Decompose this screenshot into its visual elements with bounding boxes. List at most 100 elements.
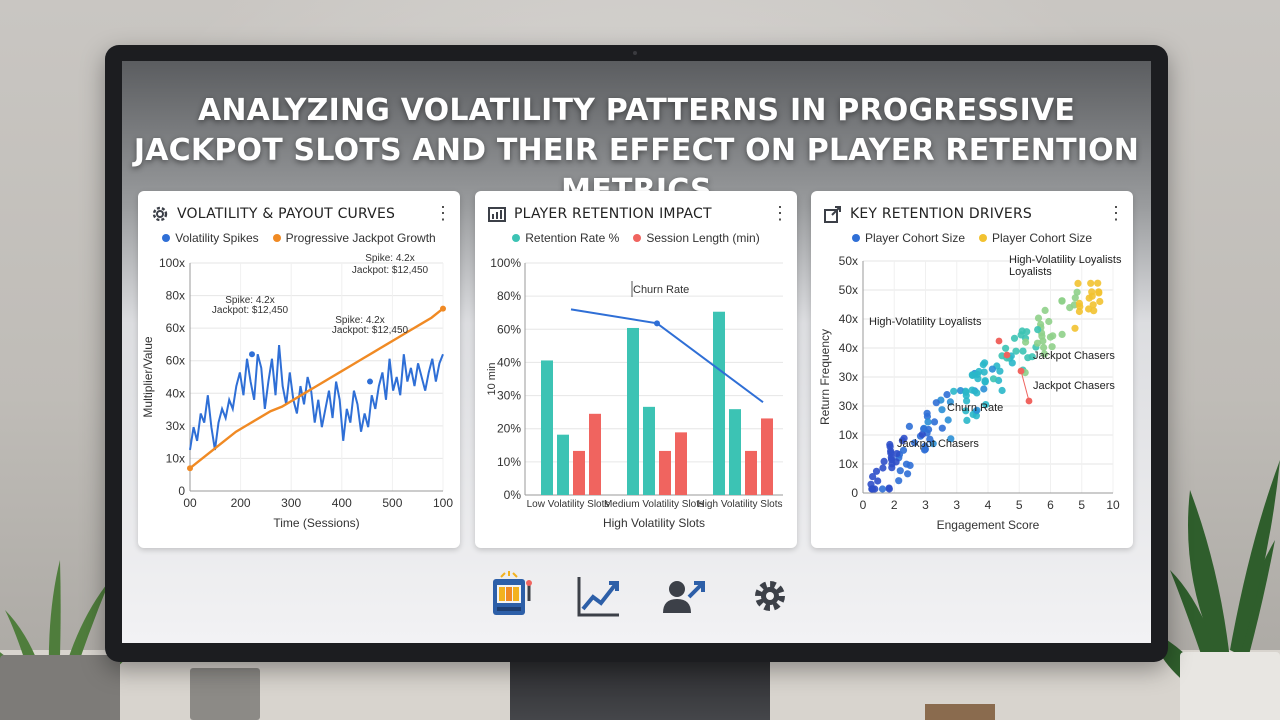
y-tick-label: 0%: [504, 488, 522, 502]
y-tick-label: 60x: [166, 321, 185, 335]
legend-dot: [272, 234, 281, 242]
scatter-point: [938, 406, 946, 414]
more-menu-icon[interactable]: ⋮: [771, 203, 789, 223]
x-tick-label: 2: [891, 498, 898, 512]
scatter-point: [1045, 317, 1053, 326]
y-tick-label: 0: [178, 484, 185, 498]
scatter-point: [888, 464, 896, 472]
annotation-label: Jackpot Chasers: [1033, 350, 1115, 362]
slot-machine-icon: [493, 571, 532, 615]
scatter-point: [921, 446, 929, 454]
scatter-point: [918, 430, 926, 438]
card-retention: PLAYER RETENTION IMPACT ⋮ Retention Rate…: [475, 191, 797, 548]
annotation-label: Churn Rate: [633, 284, 689, 296]
page-title: ANALYZING VOLATILITY PATTERNS IN PROGRES…: [133, 93, 1140, 208]
chart-legend: Player Cohort Size Player Cohort Size: [811, 231, 1133, 245]
bar: [627, 327, 639, 495]
nav-settings[interactable]: [745, 571, 795, 621]
nav-analytics[interactable]: [573, 571, 623, 621]
scatter-point: [1066, 304, 1074, 312]
scatter-point: [981, 378, 989, 386]
scatter-point: [1089, 301, 1097, 309]
y-tick-label: 10x: [839, 428, 858, 442]
legend-label: Volatility Spikes: [175, 231, 259, 245]
legend-dot: [633, 234, 642, 242]
scatter-point: [879, 464, 887, 472]
chart-legend: Volatility Spikes Progressive Jackpot Gr…: [138, 231, 460, 245]
annotation-label: Jackpot: $12,450: [332, 325, 409, 336]
scatter-point: [885, 485, 893, 493]
scatter-point: [956, 387, 965, 395]
x-axis-label: Engagement Score: [937, 518, 1040, 532]
scatter-point: [982, 401, 990, 409]
more-menu-icon[interactable]: ⋮: [434, 203, 452, 223]
legend-label: Progressive Jackpot Growth: [285, 231, 436, 245]
y-tick-label: 50x: [839, 283, 858, 297]
x-axis-label: High Volatility Slots: [603, 516, 705, 530]
bar: [675, 432, 687, 495]
x-tick-label: 100: [433, 496, 453, 510]
legend-item: Retention Rate %: [512, 231, 619, 245]
scatter-point: [1085, 294, 1093, 302]
bar: [659, 450, 671, 495]
y-tick-label: 60%: [497, 322, 521, 336]
card-header: PLAYER RETENTION IMPACT ⋮: [487, 203, 789, 225]
card-volatility: VOLATILITY & PAYOUT CURVES ⋮ Volatility …: [138, 191, 460, 548]
more-menu-icon[interactable]: ⋮: [1107, 203, 1125, 223]
legend-item: Player Cohort Size: [979, 231, 1092, 245]
y-tick-label: 100%: [490, 256, 521, 270]
scatter-point: [1012, 347, 1020, 355]
scatter-point: [1002, 344, 1010, 352]
scatter-point: [1041, 306, 1049, 314]
scatter-point: [874, 477, 882, 485]
annotation-leader: [1020, 370, 1030, 402]
annotation-label: Jackpot: $12,450: [352, 265, 429, 276]
growth-chart-icon: [577, 577, 619, 617]
annotation-label: High-Volatility Loyalists: [869, 316, 982, 328]
scatter-point: [1017, 331, 1025, 339]
legend-label: Player Cohort Size: [864, 231, 965, 245]
scatter-point: [880, 457, 888, 465]
line-chart: 0 10x 30x 40x 60x 60x 80x 100x 00 200 300 400 500 100…: [141, 253, 453, 530]
annotation-label: Loyalists: [1009, 266, 1052, 278]
scatter-point: [1096, 297, 1104, 306]
bar-chart-icon: [488, 207, 506, 222]
scatter-point: [979, 361, 987, 369]
scatter-point: [950, 387, 958, 395]
scatter-point: [988, 365, 996, 373]
legend-dot: [979, 234, 987, 242]
gear-chart-icon: [152, 206, 168, 222]
legend-item: Progressive Jackpot Growth: [272, 231, 436, 245]
y-tick-label: 10x: [166, 451, 185, 465]
scatter-point: [1071, 294, 1079, 302]
scatter-point: [974, 375, 982, 383]
scatter-point: [995, 337, 1003, 345]
x-tick-label: 3: [953, 498, 960, 512]
card-title: PLAYER RETENTION IMPACT: [514, 206, 712, 222]
scatter-point: [906, 461, 914, 469]
series-line-1: [189, 307, 444, 470]
scatter-point: [1034, 326, 1042, 334]
scatter-point: [910, 439, 919, 447]
scatter-point: [1010, 334, 1019, 342]
bar: [713, 311, 725, 495]
plant-pot-left: [0, 655, 120, 720]
scatter-point: [1022, 338, 1030, 346]
y-tick-label: 40x: [839, 341, 858, 355]
scatter-point: [947, 435, 955, 443]
scatter-point: [1075, 307, 1083, 316]
x-tick-label: 5: [1078, 498, 1085, 512]
nav-slots[interactable]: [487, 571, 537, 621]
chart-legend: Retention Rate % Session Length (min): [475, 231, 797, 245]
y-tick-label: 60x: [166, 354, 185, 368]
scatter-point: [1025, 397, 1033, 405]
legend-label: Session Length (min): [646, 231, 760, 245]
scatter-point: [893, 450, 901, 458]
card-drivers: KEY RETENTION DRIVERS ⋮ Player Cohort Si…: [811, 191, 1133, 548]
monitor-screen: ANALYZING VOLATILITY PATTERNS IN PROGRES…: [122, 61, 1151, 643]
nav-users[interactable]: [659, 571, 709, 621]
y-tick-label: 100x: [159, 256, 185, 270]
bar: [761, 418, 773, 495]
scatter-point: [1074, 279, 1082, 287]
scatter-point: [1028, 353, 1036, 361]
